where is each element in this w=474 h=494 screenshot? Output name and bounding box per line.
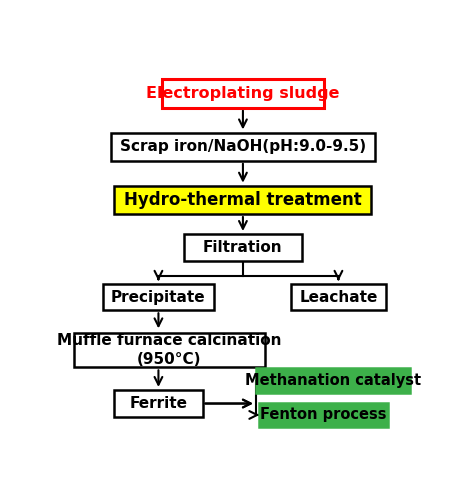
Text: Scrap iron/NaOH(pH:9.0-9.5): Scrap iron/NaOH(pH:9.0-9.5) <box>120 139 366 154</box>
Text: Fenton process: Fenton process <box>261 408 387 422</box>
FancyBboxPatch shape <box>74 333 265 368</box>
Text: Leachate: Leachate <box>299 289 378 304</box>
Text: Muffle furnace calcination
(950°C): Muffle furnace calcination (950°C) <box>57 333 282 367</box>
FancyBboxPatch shape <box>291 284 386 310</box>
Text: Methanation catalyst: Methanation catalyst <box>245 373 421 388</box>
Text: Hydro-thermal treatment: Hydro-thermal treatment <box>124 191 362 209</box>
FancyBboxPatch shape <box>110 132 375 161</box>
Text: Precipitate: Precipitate <box>111 289 206 304</box>
FancyBboxPatch shape <box>256 369 410 393</box>
FancyBboxPatch shape <box>114 186 372 214</box>
FancyBboxPatch shape <box>114 390 202 417</box>
FancyBboxPatch shape <box>184 234 301 261</box>
FancyBboxPatch shape <box>103 284 213 310</box>
Text: Electroplating sludge: Electroplating sludge <box>146 86 340 101</box>
FancyBboxPatch shape <box>259 403 388 427</box>
FancyBboxPatch shape <box>162 79 324 108</box>
Text: Filtration: Filtration <box>203 240 283 255</box>
Text: Ferrite: Ferrite <box>129 396 187 411</box>
